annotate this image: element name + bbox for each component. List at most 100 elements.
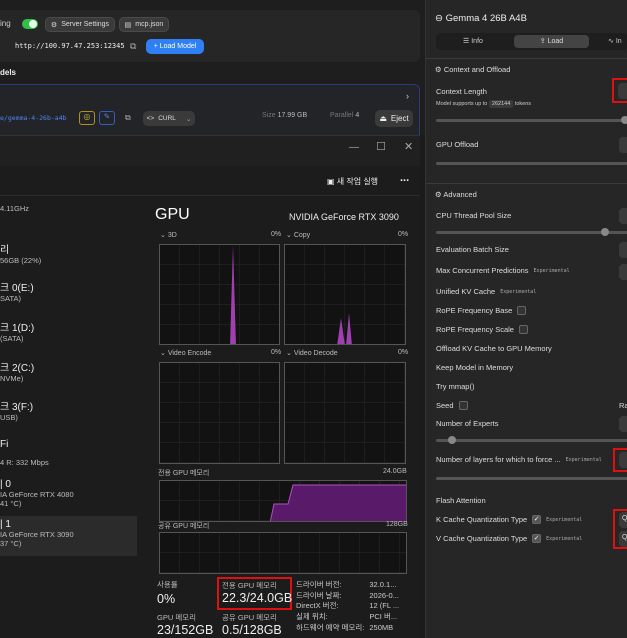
sidebar-item-wifi[interactable]: Fi 4 R: 332 Mbps <box>0 439 49 467</box>
highlight-box <box>613 448 627 472</box>
file-icon: ▤ <box>124 21 132 29</box>
cpu-thread-input[interactable] <box>619 208 627 224</box>
vision-icon: ◎ <box>79 111 95 125</box>
sidebar-item-gpu-0[interactable]: | 0 IA GeForce RTX 4080 41 °C) <box>0 479 74 508</box>
seed-checkbox[interactable] <box>458 401 468 410</box>
server-url: http://100.97.47.253:12345 <box>15 42 125 50</box>
sidebar-item-cpu[interactable]: 4.11GHz <box>0 204 30 213</box>
max-concurrent-row: Max Concurrent Predictions Experimental <box>436 266 570 275</box>
new-task-icon: ▣ <box>327 177 335 186</box>
num-experts-knob[interactable] <box>448 436 456 444</box>
run-new-task-button[interactable]: ▣ 새 작업 실행 <box>327 177 379 186</box>
unified-kv-label: Unified KV Cache <box>436 287 496 296</box>
v-cache-experimental: Experimental <box>546 535 583 542</box>
sidebar-item-disk-1[interactable]: 크 1(D:) (SATA) <box>0 323 35 343</box>
copy-model-icon[interactable]: ⧉ <box>125 113 131 122</box>
detail-value: PCI 버... <box>369 612 398 622</box>
seed-random-label: Ra <box>619 401 627 410</box>
num-layers-slider[interactable] <box>436 477 627 480</box>
tool-use-icon: ✎ <box>99 111 115 125</box>
code-icon: <> <box>146 115 155 122</box>
eject-icon: ⏏ <box>379 114 387 123</box>
gears-icon: ⚙ <box>50 21 58 29</box>
more-options-button[interactable]: ... <box>400 172 410 184</box>
server-settings-button[interactable]: ⚙ Server Settings <box>45 17 115 32</box>
graph-video-decode-label[interactable]: ⌄ Video Decode <box>286 350 338 357</box>
graph-video-decode-value: 0% <box>398 349 409 356</box>
shared-stat-value: 0.5/128GB <box>222 623 282 637</box>
v-cache-checkbox[interactable]: ✓ <box>532 534 542 543</box>
dedicated-memory-max: 24.0GB <box>383 468 407 475</box>
context-length-slider[interactable] <box>436 119 627 122</box>
gpu-offload-input[interactable] <box>619 137 627 153</box>
sidebar-item-gpu-1[interactable]: | 1 IA GeForce RTX 3090 37 °C) <box>0 519 74 548</box>
load-model-button[interactable]: + Load Model <box>146 39 204 54</box>
detail-key: DirectX 버전: <box>296 601 339 611</box>
rope-scale-row: RoPE Frequency Scale <box>436 325 528 334</box>
num-experts-input[interactable] <box>619 416 627 432</box>
panel-title: ⊖ Gemma 4 26B A4B <box>435 13 527 24</box>
lm-studio-server-area: ing ⚙ Server Settings ▤ mcp.json http://10… <box>0 0 425 144</box>
eval-batch-input[interactable] <box>619 242 627 258</box>
size-badge: Size 17.99 GB <box>262 112 308 119</box>
rope-scale-checkbox[interactable] <box>518 325 528 334</box>
toolbar: ▣ 새 작업 실행 ... <box>0 166 420 196</box>
sidebar-item-disk-0[interactable]: 크 0(E:) SATA) <box>0 283 34 303</box>
context-length-label: Context Length <box>436 87 487 96</box>
graph-3d-label[interactable]: ⌄ 3D <box>160 232 177 239</box>
v-cache-label: V Cache Quantization Type <box>436 534 528 543</box>
gpu-memory-value: 23/152GB <box>157 623 214 637</box>
highlight-box <box>217 577 292 610</box>
graph-video-decode <box>284 362 406 464</box>
v-cache-select[interactable]: Q <box>619 531 627 547</box>
num-layers-input[interactable] <box>619 452 627 468</box>
robot-icon: ⊖ <box>435 13 443 24</box>
close-button[interactable]: ✕ <box>404 141 414 153</box>
tab-load[interactable]: ⇪ Load <box>514 35 589 48</box>
cpu-thread-knob[interactable] <box>601 228 609 236</box>
rope-base-checkbox[interactable] <box>517 306 527 315</box>
graph-video-encode <box>159 362 280 464</box>
sidebar-item-disk-3[interactable]: 크 3(F:) USB) <box>0 402 34 422</box>
minimize-button[interactable]: — <box>349 142 359 153</box>
dedicated-memory-label: 전용 GPU 메모리 <box>158 470 210 477</box>
rope-base-label: RoPE Frequency Base <box>436 306 513 315</box>
mcp-json-button[interactable]: ▤ mcp.json <box>119 17 169 32</box>
context-length-knob[interactable] <box>621 116 627 124</box>
experimental-badge: Experimental <box>500 288 537 295</box>
k-cache-select[interactable]: Q <box>619 512 627 528</box>
k-cache-checkbox[interactable]: ✓ <box>532 515 542 524</box>
context-section-heading[interactable]: ⚙ Context and Offload <box>435 65 511 74</box>
shared-stat-label: 공유 GPU 메모리 <box>222 613 277 622</box>
sidebar-item-memory[interactable]: 리 56GB (22%) <box>0 245 42 265</box>
rope-base-row: RoPE Frequency Base <box>436 306 527 315</box>
num-layers-row: Number of layers for which to force ... E… <box>436 455 602 464</box>
server-toggle[interactable] <box>22 19 38 29</box>
num-experts-slider[interactable] <box>436 439 627 442</box>
graph-video-encode-label[interactable]: ⌄ Video Encode <box>160 350 212 357</box>
rope-scale-label: RoPE Frequency Scale <box>436 325 514 334</box>
usage-value: 0% <box>157 592 176 606</box>
detail-value: 250MB <box>369 622 394 632</box>
tab-info[interactable]: ☰ Info <box>463 38 483 45</box>
num-experts-label: Number of Experts <box>436 419 499 428</box>
advanced-section-heading[interactable]: ⚙ Advanced <box>435 190 477 199</box>
cpu-thread-slider[interactable] <box>436 231 627 234</box>
detail-value: 2026-0... <box>369 590 399 600</box>
chevron-right-icon[interactable]: › <box>406 91 409 101</box>
model-id[interactable]: e/gemma-4-26b-a4b <box>0 114 67 122</box>
max-concurrent-input[interactable] <box>619 264 627 280</box>
maximize-button[interactable]: ☐ <box>376 141 386 153</box>
gpu-offload-slider[interactable] <box>436 162 627 165</box>
graph-copy <box>284 244 406 345</box>
gpu-details: 드라이버 버전: 32.0.1... 드라이버 날짜: 2026-0... Dire… <box>296 580 399 634</box>
copy-icon[interactable]: ⧉ <box>130 41 137 51</box>
detail-key: 드라이버 버전: <box>296 580 342 589</box>
graph-copy-label[interactable]: ⌄ Copy <box>286 232 311 239</box>
tab-inference[interactable]: ∿ In <box>608 38 622 45</box>
eject-button[interactable]: ⏏ Eject <box>375 110 413 127</box>
context-length-input[interactable] <box>618 83 627 99</box>
curl-button[interactable]: <> CURL ⌄ <box>143 111 195 126</box>
sidebar-item-disk-2[interactable]: 크 2(C:) NVMe) <box>0 363 35 383</box>
memory-area <box>269 484 406 521</box>
